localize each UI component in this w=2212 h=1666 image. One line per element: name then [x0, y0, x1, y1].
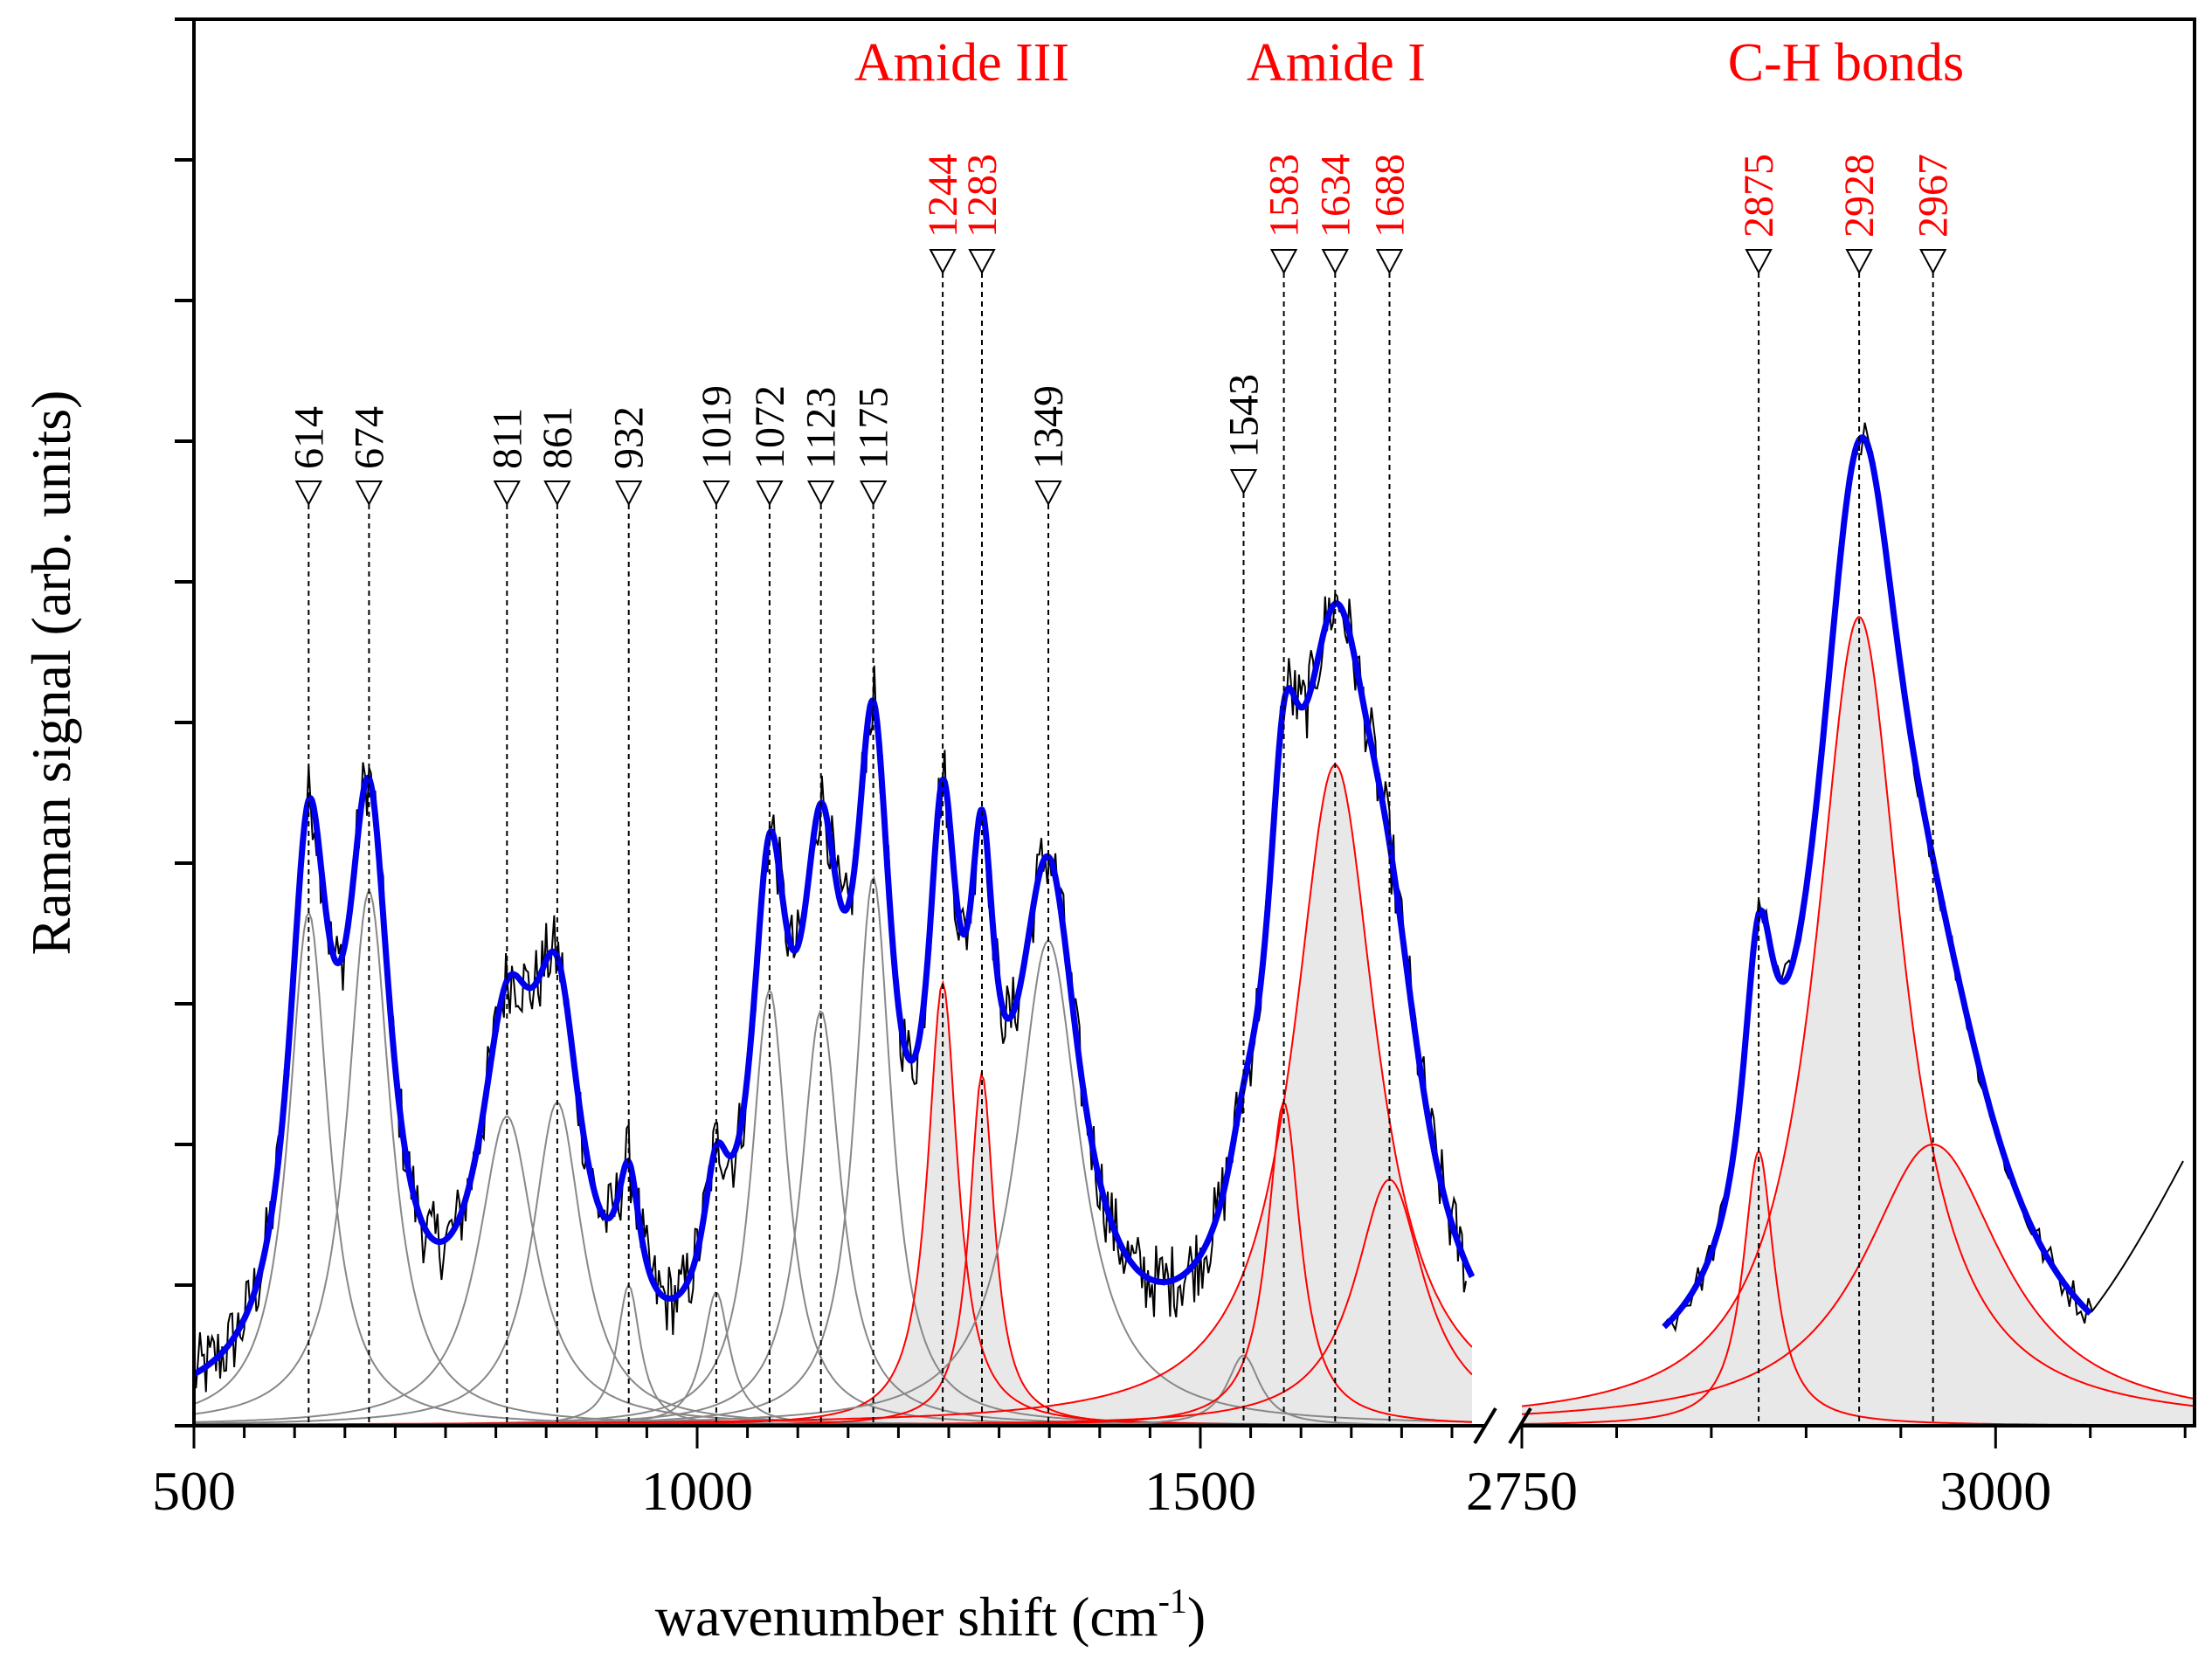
peak-label-2967: 2967 — [1911, 154, 1957, 238]
component-curve-1634 — [194, 764, 1472, 1426]
x-axis-label: wavenumber shift (cm-1) — [655, 1581, 1206, 1648]
peak-label-932: 932 — [606, 406, 653, 469]
peak-label-1583: 1583 — [1262, 154, 1308, 238]
peak-marker-1349 — [1034, 480, 1062, 507]
peak-label-1072: 1072 — [747, 385, 793, 469]
fit-curve-layer — [191, 434, 2093, 1378]
component-fill-2928 — [1522, 617, 2195, 1426]
text-layer: Raman signal (arb. units) wavenumber shi… — [20, 33, 2051, 1648]
x-tick-label-2750: 2750 — [1466, 1460, 1578, 1522]
peak-marker-2875 — [1745, 249, 1773, 275]
component-curve-2967 — [1522, 1144, 2195, 1415]
peak-label-1543: 1543 — [1221, 374, 1268, 458]
peak-label-811: 811 — [484, 408, 530, 469]
fit-curve-segment-2 — [1662, 434, 2093, 1330]
peak-label-674: 674 — [346, 406, 392, 469]
peak-marker-614 — [294, 480, 322, 507]
peak-marker-1634 — [1321, 249, 1349, 275]
component-fill-2967 — [1522, 1144, 2195, 1426]
x-axis-label-superscript: -1 — [1158, 1581, 1187, 1621]
x-tick-label-1500: 1500 — [1144, 1460, 1256, 1522]
peak-label-1634: 1634 — [1312, 154, 1358, 238]
peak-marker-1244 — [929, 249, 957, 275]
peak-label-1688: 1688 — [1367, 154, 1414, 238]
peak-marker-1688 — [1375, 249, 1404, 275]
x-axis-label-main: wavenumber shift (cm — [655, 1586, 1158, 1648]
peak-marker-1543 — [1229, 469, 1258, 495]
peak-label-1175: 1175 — [851, 387, 897, 469]
peak-marker-2928 — [1845, 249, 1873, 275]
peak-marker-861 — [543, 480, 571, 507]
peak-label-1123: 1123 — [798, 387, 845, 469]
peak-marker-1175 — [859, 480, 888, 507]
peak-label-2875: 2875 — [1736, 154, 1782, 238]
component-fill-1688 — [194, 1179, 1472, 1426]
peak-label-2928: 2928 — [1836, 154, 1883, 238]
peak-marker-2967 — [1919, 249, 1947, 275]
peak-marker-1072 — [756, 480, 784, 507]
axis-break-mark-right — [1508, 1407, 1532, 1445]
peak-label-1349: 1349 — [1026, 385, 1072, 469]
peak-label-614: 614 — [286, 406, 332, 469]
y-axis-label: Raman signal (arb. units) — [20, 391, 82, 956]
group-label-2: C-H bonds — [1728, 33, 1964, 93]
ticks-layer — [175, 17, 2187, 1448]
peak-marker-1283 — [968, 249, 996, 275]
peak-marker-932 — [615, 480, 643, 507]
peak-label-1283: 1283 — [959, 154, 1006, 238]
component-curve-2928 — [1522, 616, 2195, 1407]
peak-marker-674 — [355, 480, 384, 507]
peak-label-1244: 1244 — [920, 154, 966, 238]
x-tick-label-1000: 1000 — [641, 1460, 753, 1522]
group-label-0: Amide III — [854, 33, 1069, 93]
group-label-1: Amide I — [1247, 33, 1426, 93]
fit-curve-segment-1 — [191, 600, 1476, 1378]
peak-label-861: 861 — [535, 406, 581, 469]
axis-break-gap — [1485, 1421, 1520, 1431]
peak-label-1019: 1019 — [694, 385, 740, 469]
x-tick-label-500: 500 — [152, 1460, 236, 1522]
x-tick-label-3000: 3000 — [1939, 1460, 2051, 1522]
peak-marker-1123 — [807, 480, 835, 507]
peak-marker-811 — [493, 480, 521, 507]
peak-marker-1583 — [1269, 249, 1298, 275]
x-axis-label-close: ) — [1187, 1586, 1206, 1648]
axis-break-mark-left — [1473, 1407, 1497, 1445]
peak-marker-1019 — [702, 480, 730, 507]
